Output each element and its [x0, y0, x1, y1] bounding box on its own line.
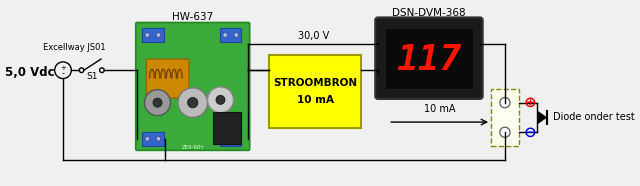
Circle shape [223, 33, 227, 37]
Circle shape [216, 95, 225, 104]
Text: S1: S1 [86, 72, 97, 81]
Circle shape [145, 137, 150, 141]
Text: HW-637: HW-637 [172, 12, 213, 22]
FancyBboxPatch shape [220, 28, 241, 42]
Circle shape [207, 87, 234, 113]
Text: 117: 117 [396, 43, 461, 77]
Text: ⊖: ⊖ [524, 125, 536, 140]
FancyBboxPatch shape [220, 132, 241, 146]
FancyBboxPatch shape [213, 112, 241, 144]
Circle shape [234, 33, 239, 37]
Circle shape [145, 33, 150, 37]
Circle shape [234, 137, 239, 141]
Circle shape [156, 33, 161, 37]
FancyBboxPatch shape [269, 55, 362, 128]
Text: DSN-DVM-368: DSN-DVM-368 [392, 8, 466, 18]
Text: ZE9-WH: ZE9-WH [182, 145, 204, 150]
FancyBboxPatch shape [136, 23, 250, 150]
Circle shape [188, 97, 198, 108]
Polygon shape [538, 111, 547, 124]
FancyBboxPatch shape [147, 59, 189, 98]
Circle shape [178, 88, 207, 118]
Circle shape [156, 137, 161, 141]
Circle shape [500, 127, 510, 137]
Text: 10 mA: 10 mA [424, 104, 456, 114]
Text: Excellway JS01: Excellway JS01 [43, 43, 106, 52]
Text: 5,0 Vdc: 5,0 Vdc [4, 66, 54, 78]
Text: STROOMBRON: STROOMBRON [273, 78, 357, 88]
FancyBboxPatch shape [142, 132, 164, 146]
Circle shape [223, 137, 227, 141]
Text: ⊕: ⊕ [524, 95, 536, 110]
Circle shape [153, 98, 162, 107]
Text: +: + [60, 65, 66, 71]
Text: Diode onder test: Diode onder test [553, 113, 635, 122]
Circle shape [500, 97, 510, 108]
Text: 30,0 V: 30,0 V [298, 31, 329, 41]
FancyBboxPatch shape [491, 89, 519, 146]
Circle shape [145, 90, 170, 116]
FancyBboxPatch shape [142, 28, 164, 42]
Text: -: - [61, 69, 65, 78]
Text: 10 mA: 10 mA [296, 95, 333, 105]
FancyBboxPatch shape [375, 17, 483, 99]
FancyBboxPatch shape [385, 28, 472, 89]
